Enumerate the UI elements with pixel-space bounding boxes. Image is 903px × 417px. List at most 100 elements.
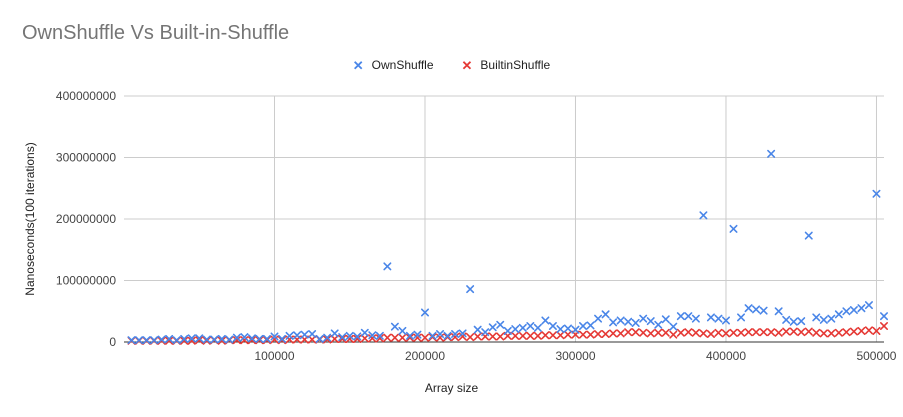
builtin-shuffle-point [473,332,482,341]
builtin-shuffle-point [360,334,369,343]
builtin-shuffle-point [819,329,828,338]
legend-label-builtin: BuiltinShuffle [480,58,551,72]
own-shuffle-point [481,328,490,337]
own-shuffle-point [834,310,843,319]
own-shuffle-point [759,306,768,315]
builtin-shuffle-point [842,328,851,337]
own-shuffle-point [232,333,241,342]
builtin-shuffle-point [797,328,806,337]
x-tick-label: 100000 [254,349,294,363]
own-shuffle-point [767,149,776,158]
builtin-shuffle-point [165,336,174,345]
own-shuffle-point [278,334,287,343]
own-shuffle-point [774,307,783,316]
own-shuffle-point [496,320,505,329]
own-shuffle-point [631,318,640,327]
legend-item-builtin[interactable]: ✕ BuiltinShuffle [462,58,551,72]
own-shuffle-point [864,301,873,310]
own-shuffle-point [518,323,527,332]
own-shuffle-point [390,322,399,331]
builtin-shuffle-point [579,330,588,339]
builtin-shuffle-point [774,328,783,337]
builtin-shuffle-point [247,336,256,345]
builtin-shuffle-point [864,326,873,335]
own-shuffle-point [458,329,467,338]
builtin-shuffle-point [217,336,226,345]
builtin-shuffle-point [548,331,557,340]
own-shuffle-point [451,330,460,339]
builtin-shuffle-point [262,336,271,345]
builtin-shuffle-point [669,330,678,339]
builtin-shuffle-point [759,328,768,337]
own-shuffle-point [782,315,791,324]
own-shuffle-point [654,320,663,329]
builtin-shuffle-point [308,335,317,344]
builtin-shuffle-point [616,329,625,338]
builtin-shuffle-point [338,334,347,343]
builtin-shuffle-point [880,322,888,331]
own-shuffle-point [797,317,806,326]
y-tick-label: 0 [109,335,116,349]
own-shuffle-point [804,231,813,240]
x-tick-label: 500000 [856,349,896,363]
own-shuffle-point [308,330,317,339]
builtin-shuffle-point [488,332,497,341]
builtin-shuffle-point [541,331,550,340]
builtin-shuffle-point [526,331,535,340]
builtin-shuffle-point [646,329,655,338]
own-shuffle-point [789,317,798,326]
own-shuffle-point [187,334,196,343]
own-shuffle-point [202,335,211,344]
own-shuffle-point [752,305,761,314]
builtin-shuffle-point [624,328,633,337]
own-shuffle-point [541,316,550,325]
own-shuffle-point [857,304,866,313]
builtin-shuffle-point [232,336,241,345]
x-tick-label: 400000 [706,349,746,363]
builtin-shuffle-point [270,335,279,344]
own-shuffle-point [616,316,625,325]
builtin-shuffle-point [827,329,836,338]
own-shuffle-point [691,314,700,323]
own-shuffle-point [368,331,377,340]
own-shuffle-point [210,335,219,344]
builtin-shuffle-point [804,327,813,336]
builtin-shuffle-point [383,333,392,342]
builtin-shuffle-point [834,328,843,337]
own-shuffle-point [135,336,144,345]
own-shuffle-point [255,334,264,343]
own-shuffle-point [428,331,437,340]
own-shuffle-point [127,336,136,345]
builtin-shuffle-point [729,328,738,337]
own-shuffle-point [503,326,512,335]
own-shuffle-point [443,331,452,340]
own-shuffle-point [436,330,445,339]
builtin-shuffle-point [699,329,708,338]
builtin-shuffle-point [390,333,399,342]
builtin-shuffle-point [202,336,211,345]
own-shuffle-point [812,313,821,322]
builtin-shuffle-point [180,336,189,345]
own-shuffle-point [247,334,256,343]
own-shuffle-point [880,312,888,321]
own-shuffle-point [217,334,226,343]
own-shuffle-point [473,325,482,334]
own-shuffle-point [225,335,234,344]
builtin-shuffle-point [398,333,407,342]
own-shuffle-point [405,331,414,340]
own-shuffle-point [556,325,565,334]
builtin-shuffle-point [563,330,572,339]
builtin-shuffle-point [661,328,670,337]
builtin-shuffle-point [872,326,881,335]
builtin-shuffle-point [654,328,663,337]
builtin-shuffle-point [428,333,437,342]
own-shuffle-point [533,323,542,332]
own-shuffle-point [548,322,557,331]
legend-item-own[interactable]: ✕ OwnShuffle [353,58,434,72]
own-shuffle-point [165,334,174,343]
own-shuffle-point [729,224,738,233]
own-shuffle-point [315,334,324,343]
builtin-shuffle-point [330,334,339,343]
own-shuffle-point [353,332,362,341]
